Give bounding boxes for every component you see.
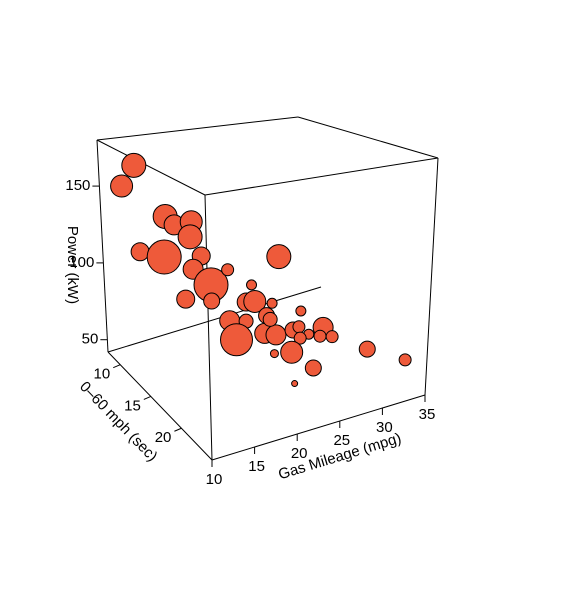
y-tick — [143, 396, 152, 400]
box-edge — [107, 351, 213, 461]
bubble — [398, 353, 412, 367]
bubble — [280, 340, 304, 364]
bubble — [269, 349, 279, 359]
box-edge — [211, 394, 426, 461]
bubble — [177, 224, 203, 250]
z-tick-label: 100 — [69, 254, 94, 271]
bubble — [266, 244, 292, 270]
x-tick-label: 35 — [419, 406, 436, 423]
bubble — [266, 297, 278, 309]
bubble — [243, 289, 267, 313]
x-tick-label: 10 — [206, 471, 223, 488]
y-tick-label: 10 — [94, 366, 111, 383]
bubble — [246, 279, 258, 291]
bubble — [221, 263, 235, 277]
y-tick-label: 20 — [155, 429, 172, 446]
box-edge — [96, 139, 109, 353]
bubble — [203, 292, 221, 310]
x-tick-label: 25 — [333, 432, 350, 449]
bubble — [265, 324, 287, 346]
box-edge — [204, 194, 213, 461]
x-tick-label: 20 — [291, 445, 308, 462]
y-tick — [113, 364, 121, 369]
bubble — [295, 305, 307, 317]
bubble — [358, 340, 376, 358]
bubble — [220, 323, 254, 357]
bubble — [262, 311, 278, 327]
z-tick-label: 50 — [82, 331, 99, 348]
y-tick — [174, 427, 182, 432]
box-edge — [204, 157, 439, 196]
bubble — [176, 289, 196, 309]
bubble — [110, 174, 134, 198]
bubble — [293, 331, 307, 345]
box-edge — [96, 116, 299, 141]
box-edge — [424, 157, 439, 396]
bubble — [325, 330, 339, 344]
box-edge — [96, 139, 206, 196]
bubble — [121, 152, 147, 178]
y-axis-label: 0–60 mph (sec) — [76, 378, 161, 465]
bubble — [146, 239, 182, 275]
z-axis-label: Power (kW) — [64, 226, 81, 304]
x-tick-label: 30 — [376, 419, 393, 436]
box-edge — [297, 116, 439, 159]
bubble — [304, 359, 322, 377]
bubble — [130, 242, 150, 262]
bubble — [313, 329, 327, 343]
x-tick-label: 15 — [248, 458, 265, 475]
box-edge — [107, 286, 322, 353]
bubble — [292, 320, 306, 334]
box — [96, 116, 439, 461]
y-tick-label: 15 — [124, 397, 141, 414]
z-tick-label: 150 — [65, 177, 90, 194]
bubble — [291, 380, 299, 388]
